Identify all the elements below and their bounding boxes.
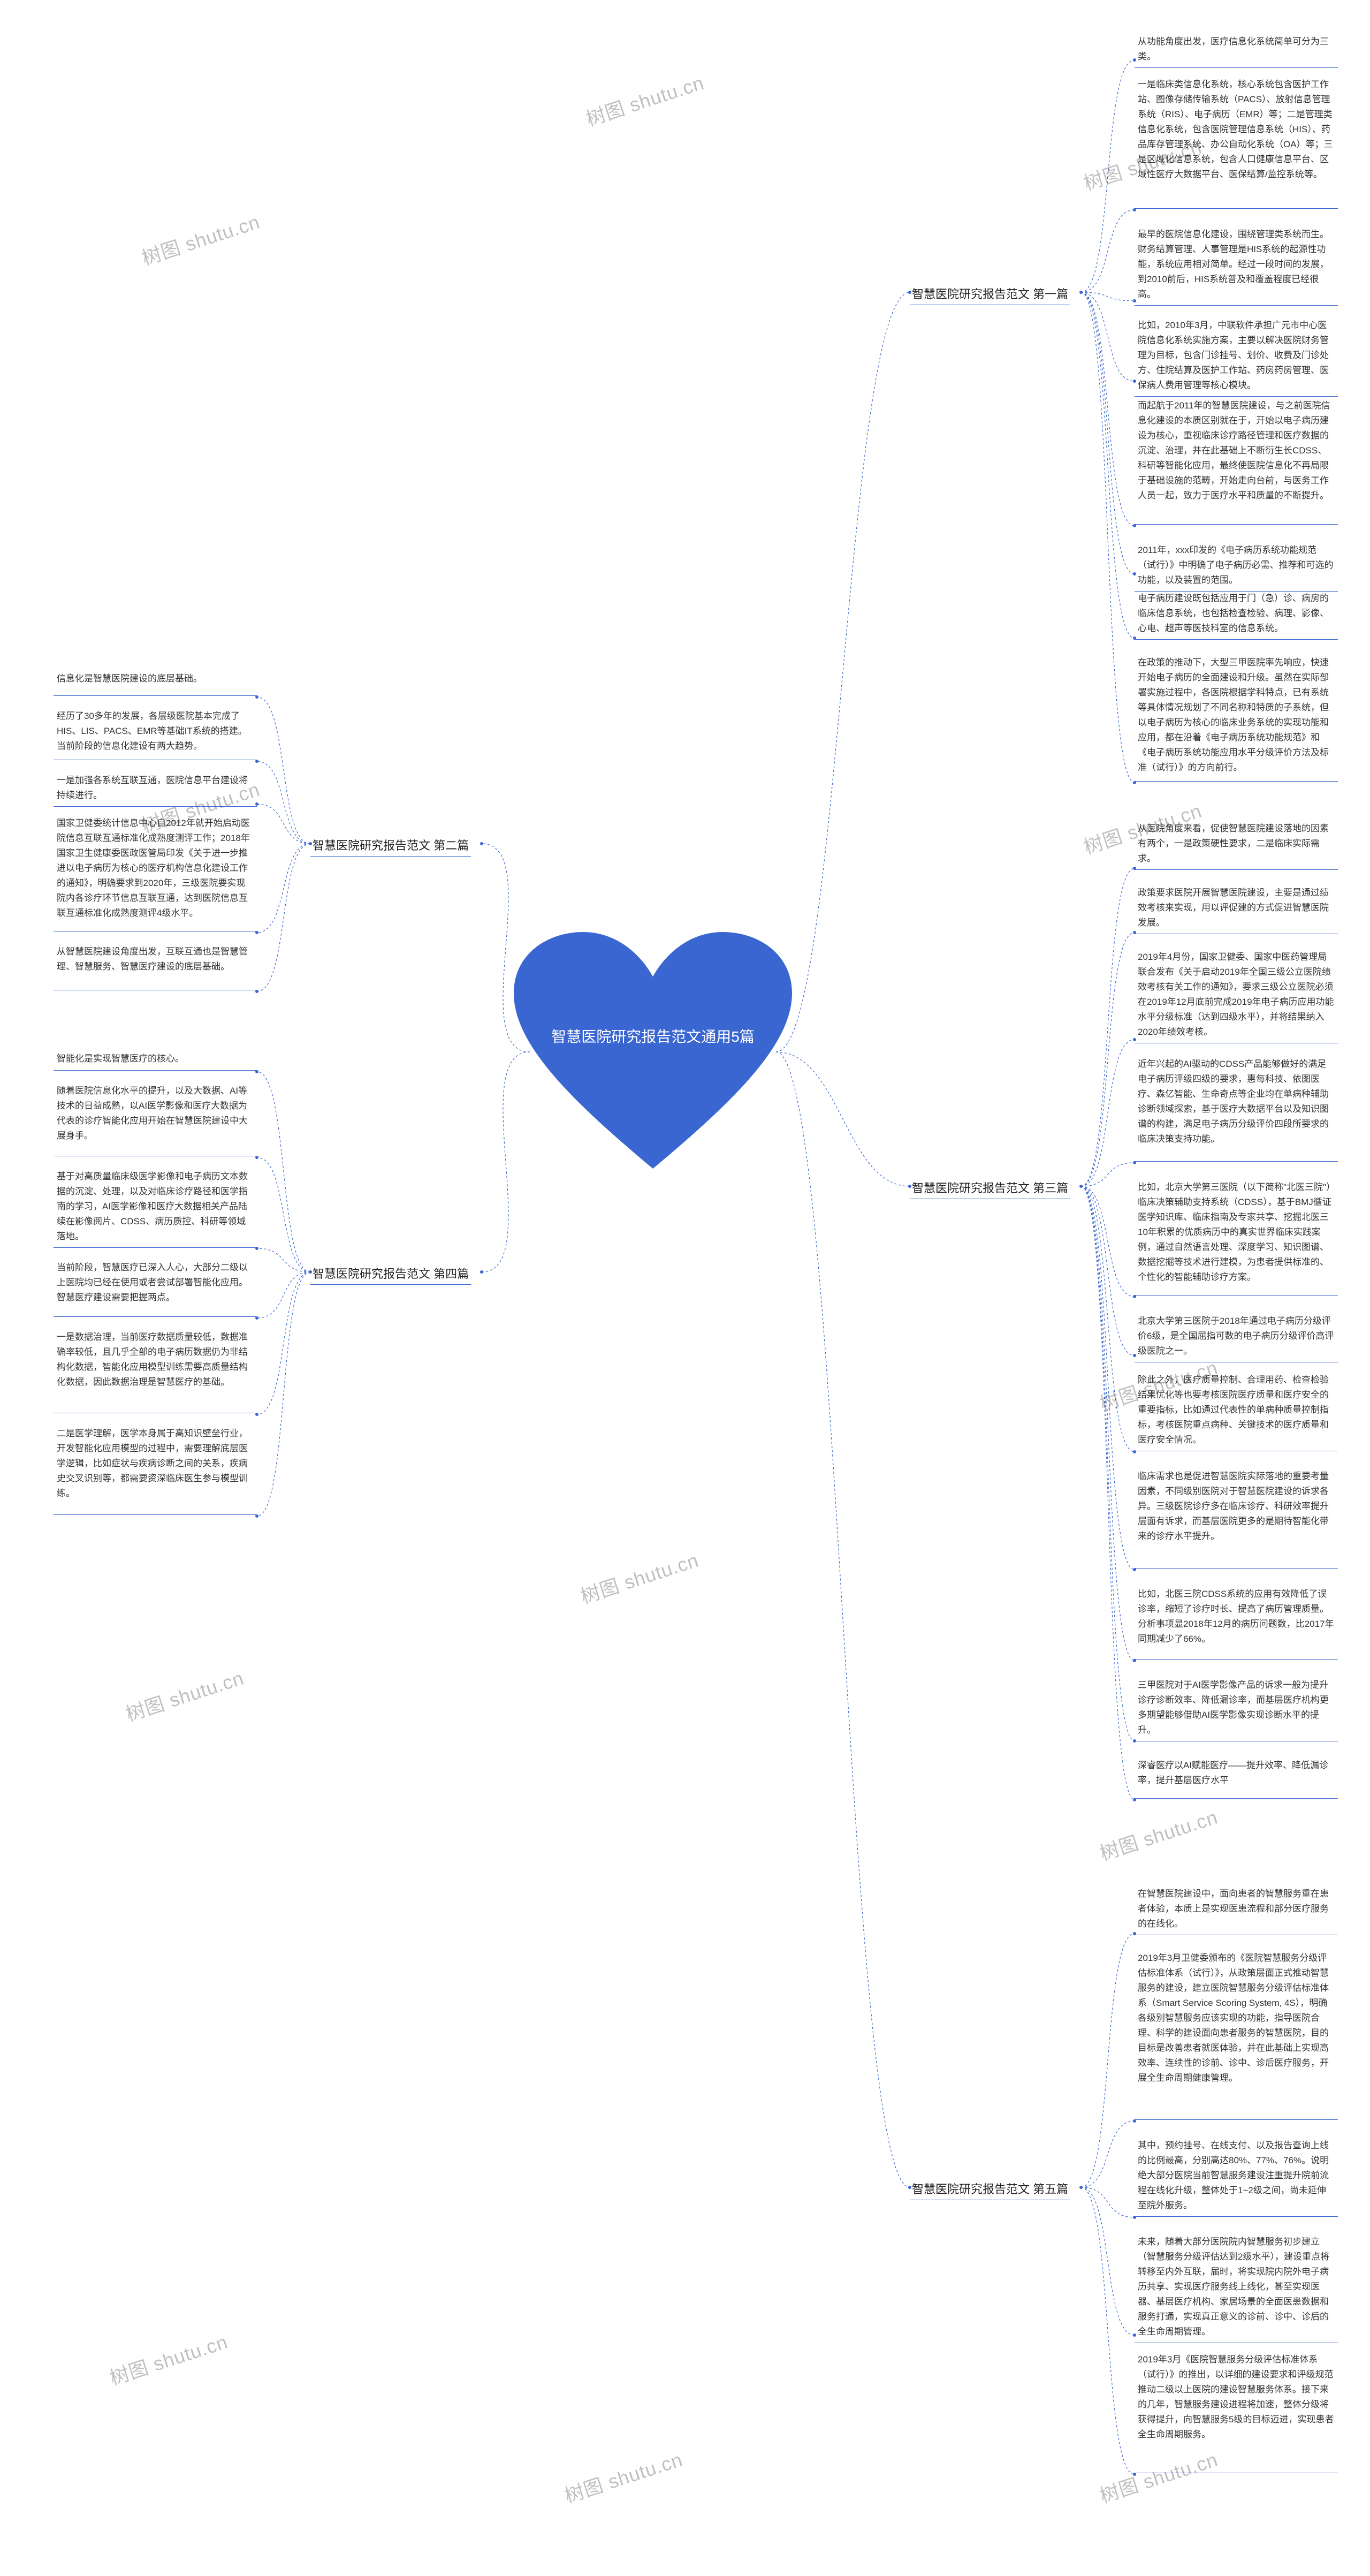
leaf-node[interactable]: 政策要求医院开展智慧医院建设，主要是通过绩效考核来实现，用以评促建的方式促进智慧… bbox=[1135, 883, 1338, 934]
leaf-node[interactable]: 2011年，xxx印发的《电子病历系统功能规范（试行）》中明确了电子病历必需、推… bbox=[1135, 541, 1338, 592]
leaf-node[interactable]: 北京大学第三医院于2018年通过电子病历分级评价6级，是全国屈指可数的电子病历分… bbox=[1135, 1312, 1338, 1362]
leaf-node[interactable]: 当前阶段，智慧医疗已深入人心，大部分二级以上医院均已经在使用或者尝试部署智能化应… bbox=[54, 1258, 257, 1317]
branch-label[interactable]: 智慧医院研究报告范文 第一篇 bbox=[910, 284, 1070, 303]
leaf-node[interactable]: 除此之外，医疗质量控制、合理用药、检查检验结果优化等也要考核医院医疗质量和医疗安… bbox=[1135, 1370, 1338, 1451]
watermark: 树图 shutu.cn bbox=[1096, 1802, 1221, 1866]
watermark: 树图 shutu.cn bbox=[106, 2327, 231, 2391]
leaf-node[interactable]: 一是加强各系统互联互通，医院信息平台建设将持续进行。 bbox=[54, 771, 257, 807]
watermark: 树图 shutu.cn bbox=[138, 207, 263, 271]
leaf-node[interactable]: 深睿医疗以AI赋能医疗——提升效率、降低漏诊率，提升基层医疗水平 bbox=[1135, 1756, 1338, 1799]
leaf-node[interactable]: 临床需求也是促进智慧医院实际落地的重要考量因素，不同级别医院对于智慧医院建设的诉… bbox=[1135, 1467, 1338, 1569]
leaf-node[interactable]: 二是医学理解，医学本身属于高知识壁垒行业，开发智能化应用模型的过程中，需要理解底… bbox=[54, 1424, 257, 1515]
leaf-node[interactable]: 从智慧医院建设角度出发，互联互通也是智慧管理、智慧服务、智慧医疗建设的底层基础。 bbox=[54, 942, 257, 990]
leaf-node[interactable]: 从功能角度出发，医疗信息化系统简单可分为三类。 bbox=[1135, 32, 1338, 68]
leaf-node[interactable]: 2019年3月《医院智慧服务分级评估标准体系（试行）》的推出，以详细的建设要求和… bbox=[1135, 2350, 1338, 2473]
leaf-node[interactable]: 其中，预约挂号、在线支付、以及报告查询上线的比例最高，分别高达80%、77%、7… bbox=[1135, 2136, 1338, 2217]
watermark: 树图 shutu.cn bbox=[561, 2444, 686, 2509]
leaf-node[interactable]: 最早的医院信息化建设，围绕管理类系统而生。财务结算管理、人事管理是HIS系统的起… bbox=[1135, 225, 1338, 306]
mindmap-canvas: 智慧医院研究报告范文通用5篇 树图 shutu.cn 树图 shutu.cn 树图 … bbox=[0, 0, 1370, 2576]
leaf-node[interactable]: 电子病历建设既包括应用于门（急）诊、病房的临床信息系统，也包括检查检验、病理、影… bbox=[1135, 589, 1338, 640]
leaf-node[interactable]: 三甲医院对于AI医学影像产品的诉求一般为提升诊疗诊断效率、降低漏诊率，而基层医疗… bbox=[1135, 1676, 1338, 1741]
branch-label[interactable]: 智慧医院研究报告范文 第二篇 bbox=[310, 835, 471, 854]
watermark: 树图 shutu.cn bbox=[122, 1663, 247, 1727]
leaf-node[interactable]: 国家卫健委统计信息中心自2012年就开始启动医院信息互联互通标准化成熟度测评工作… bbox=[54, 814, 257, 931]
leaf-node[interactable]: 比如，2010年3月，中联软件承担广元市中心医院信息化系统实施方案，主要以解决医… bbox=[1135, 316, 1338, 397]
leaf-node[interactable]: 随着医院信息化水平的提升，以及大数据、AI等技术的日益成熟，以AI医学影像和医疗… bbox=[54, 1081, 257, 1156]
leaf-node[interactable]: 一是临床类信息化系统，核心系统包含医护工作站、图像存储传输系统（PACS）、放射… bbox=[1135, 75, 1338, 209]
leaf-node[interactable]: 经历了30多年的发展，各层级医院基本完成了HIS、LIS、PACS、EMR等基础… bbox=[54, 707, 257, 760]
branch-label[interactable]: 智慧医院研究报告范文 第五篇 bbox=[910, 2179, 1070, 2198]
leaf-node[interactable]: 从医院角度来看，促使智慧医院建设落地的因素有两个，一是政策硬性要求，二是临床实际… bbox=[1135, 819, 1338, 870]
leaf-node[interactable]: 信息化是智慧医院建设的底层基础。 bbox=[54, 669, 257, 696]
watermark: 树图 shutu.cn bbox=[577, 1545, 702, 1609]
leaf-node[interactable]: 比如，北医三院CDSS系统的应用有效降低了误诊率，缩短了诊疗时长、提高了病历管理… bbox=[1135, 1585, 1338, 1660]
leaf-node[interactable]: 2019年3月卫健委颁布的《医院智慧服务分级评估标准体系（试行）》，从政策层面正… bbox=[1135, 1949, 1338, 2120]
leaf-node[interactable]: 一是数据治理，当前医疗数据质量较低，数据准确率较低，且几乎全部的电子病历数据仍为… bbox=[54, 1328, 257, 1413]
leaf-node[interactable]: 智能化是实现智慧医疗的核心。 bbox=[54, 1049, 257, 1071]
center-label: 智慧医院研究报告范文通用5篇 bbox=[542, 1026, 764, 1048]
center-node[interactable]: 智慧医院研究报告范文通用5篇 bbox=[514, 931, 792, 1183]
leaf-node[interactable]: 而起航于2011年的智慧医院建设，与之前医院信息化建设的本质区别就在于，开始以电… bbox=[1135, 396, 1338, 525]
leaf-node[interactable]: 在智慧医院建设中，面向患者的智慧服务重在患者体验，本质上是实现医患流程和部分医疗… bbox=[1135, 1884, 1338, 1935]
leaf-node[interactable]: 在政策的推动下，大型三甲医院率先响应，快速开始电子病历的全面建设和升级。虽然在实… bbox=[1135, 653, 1338, 782]
leaf-node[interactable]: 基于对高质量临床级医学影像和电子病历文本数据的沉淀、处理，以及对临床诊疗路径和医… bbox=[54, 1167, 257, 1248]
branch-label[interactable]: 智慧医院研究报告范文 第三篇 bbox=[910, 1178, 1070, 1197]
leaf-node[interactable]: 比如，北京大学第三医院（以下简称"北医三院"）临床决策辅助支持系统（CDSS），… bbox=[1135, 1178, 1338, 1295]
branch-label[interactable]: 智慧医院研究报告范文 第四篇 bbox=[310, 1263, 471, 1283]
leaf-node[interactable]: 2019年4月份，国家卫健委、国家中医药管理局联合发布《关于启动2019年全国三… bbox=[1135, 948, 1338, 1043]
heart-icon bbox=[514, 931, 792, 1183]
leaf-node[interactable]: 未来，随着大部分医院院内智慧服务初步建立（智慧服务分级评估达到2级水平），建设重… bbox=[1135, 2232, 1338, 2343]
leaf-node[interactable]: 近年兴起的AI驱动的CDSS产品能够做好的满足电子病历评级四级的要求，惠每科技、… bbox=[1135, 1055, 1338, 1162]
watermark: 树图 shutu.cn bbox=[582, 67, 707, 132]
